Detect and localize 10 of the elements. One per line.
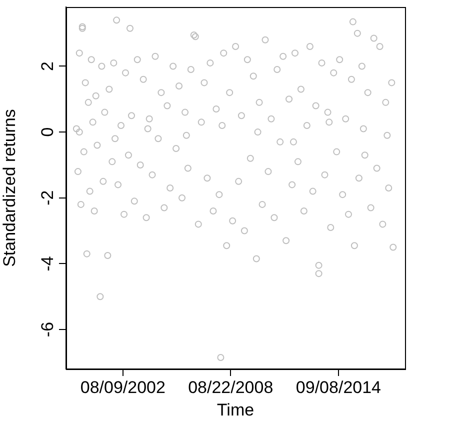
y-tick-label: -4: [38, 256, 58, 272]
y-axis-title: Standardized returns: [0, 109, 19, 267]
y-tick-label: -6: [38, 322, 58, 338]
x-tick-label: 09/08/2014: [296, 378, 382, 397]
x-tick-label: 08/09/2002: [80, 378, 166, 397]
x-axis-title: Time: [216, 400, 254, 420]
y-tick-label: 2: [38, 62, 58, 71]
y-tick-label: 0: [38, 127, 58, 137]
x-tick-label: 08/22/2008: [188, 378, 274, 397]
y-tick-label: -2: [38, 190, 58, 206]
